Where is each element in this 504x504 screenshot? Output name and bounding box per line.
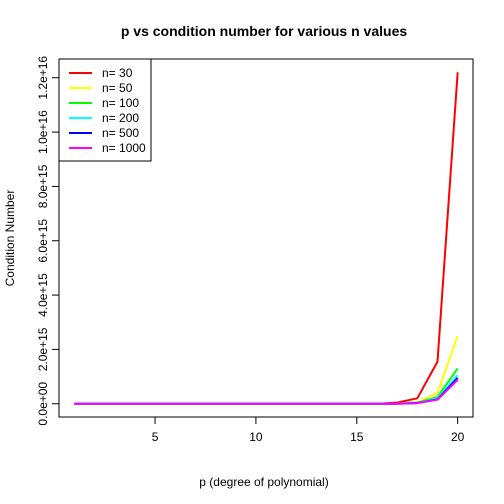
x-axis-label: p (degree of polynomial) — [199, 475, 328, 489]
series-line-n1000 — [74, 379, 459, 405]
legend-box — [58, 58, 152, 162]
y-tick-label: 6.0e+15 — [36, 219, 50, 263]
x-axis: 5 10 15 20 — [152, 417, 465, 444]
series-line-n500 — [74, 377, 459, 405]
x-tick-label: 15 — [350, 430, 364, 444]
legend-entry-label: n= 30 — [102, 66, 133, 80]
x-tick-label: 20 — [451, 430, 465, 444]
legend-entry-label: n= 1000 — [102, 141, 146, 155]
x-tick-label: 5 — [152, 430, 159, 444]
legend-entry-label: n= 200 — [102, 111, 139, 125]
plot-frame — [58, 58, 474, 418]
y-tick-label: 1.2e+16 — [36, 56, 50, 100]
chart-title: p vs condition number for various n valu… — [121, 23, 407, 39]
series-line-n50 — [74, 335, 459, 405]
y-tick-label: 4.0e+15 — [36, 273, 50, 317]
y-tick-label: 1.0e+16 — [36, 110, 50, 154]
y-tick-label: 2.0e+15 — [36, 327, 50, 371]
legend-entry-label: n= 500 — [102, 126, 139, 140]
y-tick-label: 8.0e+15 — [36, 164, 50, 208]
x-tick-label: 10 — [249, 430, 263, 444]
legend-entry-label: n= 100 — [102, 96, 139, 110]
series-line-n100 — [74, 367, 459, 405]
series-layer — [74, 72, 459, 405]
y-axis: 0.0e+00 2.0e+15 4.0e+15 6.0e+15 8.0e+15 1.0e+… — [36, 56, 59, 426]
series-line-n200 — [74, 374, 459, 405]
y-axis-label: Condition Number — [3, 190, 17, 287]
legend-entry-label: n= 50 — [102, 81, 133, 95]
y-tick-label: 0.0e+00 — [36, 382, 50, 426]
